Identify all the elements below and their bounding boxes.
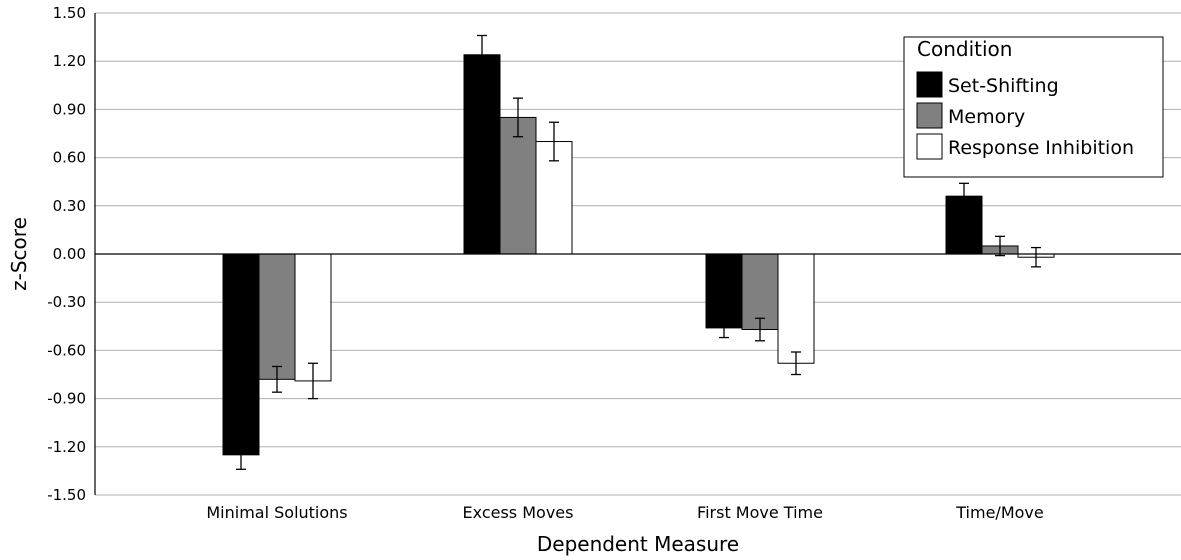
legend-swatch [916, 102, 943, 129]
x-category-label: First Move Time [697, 503, 823, 522]
legend: Condition Set-Shifting Memory Response Inhi… [903, 36, 1164, 178]
y-tick-label: -0.90 [47, 390, 86, 408]
bar [705, 253, 743, 329]
y-tick-label: 0.30 [53, 197, 86, 215]
y-tick-label: -1.20 [47, 438, 86, 456]
x-category-labels: Minimal Solutions Excess Moves First Move … [206, 503, 1043, 522]
x-axis-title: Dependent Measure [537, 532, 739, 556]
y-tick-label: 0.90 [53, 100, 86, 118]
legend-swatch [916, 133, 943, 160]
axes-group [94, 13, 1181, 495]
bar [258, 253, 296, 380]
y-tick-labels: 1.50 1.20 0.90 0.60 0.30 0.00 -0.30 -0.60 -0.90 -… [47, 4, 86, 504]
bar [463, 54, 501, 255]
y-tick-label: -1.50 [47, 486, 86, 504]
y-tick-label: 1.20 [53, 52, 86, 70]
y-axis-title: z-Score [7, 217, 31, 291]
y-tick-label: 1.50 [53, 4, 86, 22]
y-tick-label: 0.60 [53, 149, 86, 167]
legend-label: Response Inhibition [948, 137, 1134, 159]
legend-label: Memory [948, 106, 1025, 128]
bar [294, 253, 332, 382]
bars-group [222, 34, 1055, 470]
x-category-label: Excess Moves [463, 503, 574, 522]
legend-title: Condition [917, 37, 1012, 61]
bar [777, 253, 815, 364]
bar [222, 253, 260, 456]
y-tick-label: -0.60 [47, 341, 86, 359]
legend-label: Set-Shifting [948, 75, 1059, 97]
y-tick-label: 0.00 [53, 245, 86, 263]
y-tick-label: -0.30 [47, 293, 86, 311]
bar [499, 116, 537, 255]
bar [741, 253, 779, 331]
x-category-label: Minimal Solutions [206, 503, 347, 522]
legend-swatch [916, 71, 943, 98]
x-category-label: Time/Move [955, 503, 1043, 522]
legend-box [903, 36, 1164, 178]
